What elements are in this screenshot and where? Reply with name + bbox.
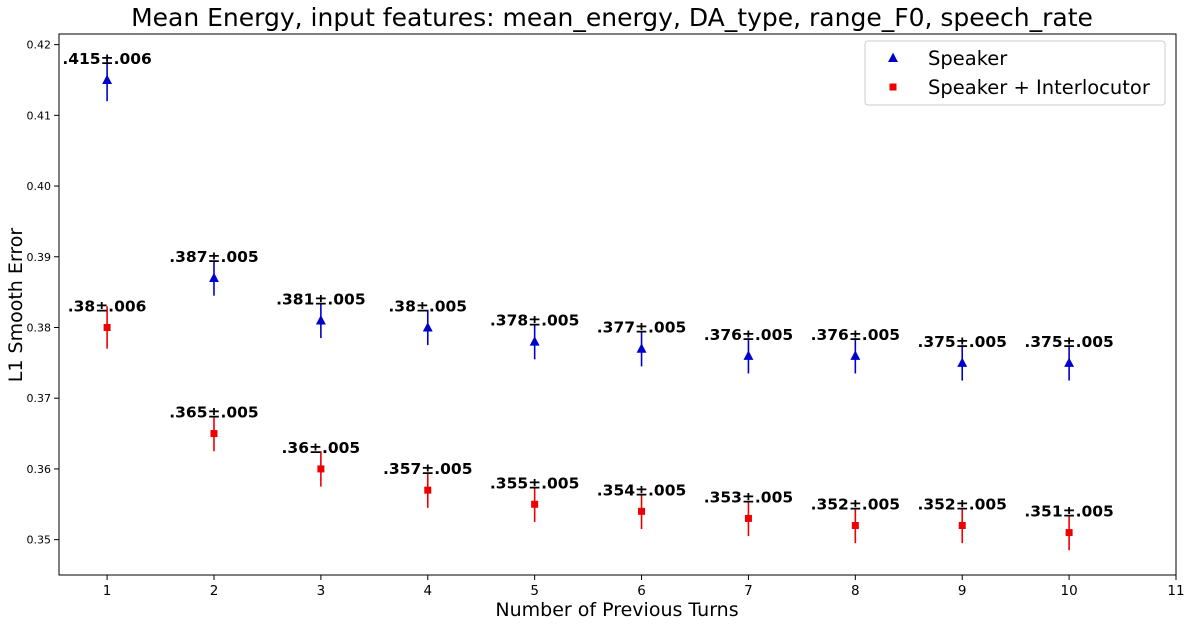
x-axis-label: Number of Previous Turns [495, 599, 738, 621]
y-tick-label: 0.42 [27, 39, 52, 52]
speaker-point [1064, 357, 1075, 367]
speaker-interlocutor-point [210, 430, 218, 438]
x-tick-label: 11 [1167, 583, 1184, 599]
y-tick-label: 0.36 [27, 463, 52, 476]
data-label: .376±.005 [811, 326, 900, 344]
data-label: .415±.006 [62, 50, 151, 68]
data-label: .365±.005 [169, 404, 258, 422]
data-label: .353±.005 [704, 488, 793, 506]
chart-title: Mean Energy, input features: mean_energy… [131, 3, 1093, 32]
x-tick-label: 9 [958, 583, 967, 599]
data-label: .351±.005 [1024, 503, 1113, 521]
data-label: .387±.005 [169, 248, 258, 266]
data-label: .377±.005 [597, 319, 686, 337]
y-tick-label: 0.41 [27, 109, 52, 122]
chart-marks [102, 58, 1075, 551]
data-label: .381±.005 [276, 290, 365, 308]
data-label: .36±.005 [282, 439, 361, 457]
data-label: .357±.005 [383, 460, 472, 478]
speaker-interlocutor-point [531, 500, 539, 508]
axis-ticks: 1 2 3 4 5 6 7 8 9 10 11 0.35 0.36 0.37 0.38 0.39 0.40 0.4… [27, 39, 1185, 599]
x-tick-label: 10 [1061, 583, 1078, 599]
x-tick-label: 1 [103, 583, 112, 599]
legend-entry: Speaker [928, 47, 1008, 70]
legend-triangle-icon [888, 52, 898, 63]
speaker-point [850, 350, 861, 360]
speaker-point [529, 336, 540, 346]
y-tick-label: 0.37 [27, 392, 52, 405]
speaker-interlocutor-point [958, 521, 966, 529]
data-labels: .415±.006 .387±.005 .381±.005 .38±.005 .378±… [62, 50, 1113, 521]
speaker-interlocutor-point [744, 514, 752, 522]
speaker-interlocutor-point [638, 507, 646, 515]
speaker-interlocutor-point [851, 521, 859, 529]
speaker-interlocutor-point [317, 465, 325, 473]
x-tick-label: 6 [637, 583, 646, 599]
speaker-point [422, 322, 433, 332]
y-tick-label: 0.38 [27, 321, 52, 334]
data-label: .38±.005 [388, 297, 467, 315]
data-label: .375±.005 [917, 333, 1006, 351]
y-axis-label: L1 Smooth Error [5, 228, 27, 383]
y-tick-label: 0.35 [27, 534, 52, 547]
y-tick-label: 0.39 [27, 251, 52, 264]
speaker-point [102, 74, 113, 85]
speaker-point [743, 350, 754, 360]
data-label: .354±.005 [597, 481, 686, 499]
x-tick-label: 4 [423, 583, 432, 599]
x-tick-label: 2 [210, 583, 219, 599]
data-label: .38±.006 [68, 297, 147, 315]
legend-box [864, 40, 1166, 106]
plot-area [58, 33, 1177, 576]
data-label: .376±.005 [704, 326, 793, 344]
data-label: .355±.005 [490, 474, 579, 492]
x-tick-label: 5 [530, 583, 539, 599]
data-label: .378±.005 [490, 312, 579, 330]
x-tick-label: 7 [744, 583, 753, 599]
legend-entry: Speaker + Interlocutor [928, 76, 1151, 99]
speaker-point [315, 315, 326, 325]
speaker-point [636, 343, 647, 353]
data-label: .352±.005 [811, 495, 900, 513]
speaker-point [957, 357, 968, 367]
data-label: .375±.005 [1024, 333, 1113, 351]
speaker-point [209, 272, 219, 283]
speaker-interlocutor-point [103, 323, 111, 331]
x-tick-label: 8 [851, 583, 860, 599]
legend-square-icon [889, 83, 897, 91]
data-label: .352±.005 [917, 495, 1006, 513]
speaker-interlocutor-point [1065, 529, 1073, 537]
legend: Speaker Speaker + Interlocutor [864, 40, 1166, 106]
speaker-interlocutor-point [424, 486, 432, 494]
x-tick-label: 3 [317, 583, 326, 599]
y-tick-label: 0.40 [27, 180, 52, 193]
